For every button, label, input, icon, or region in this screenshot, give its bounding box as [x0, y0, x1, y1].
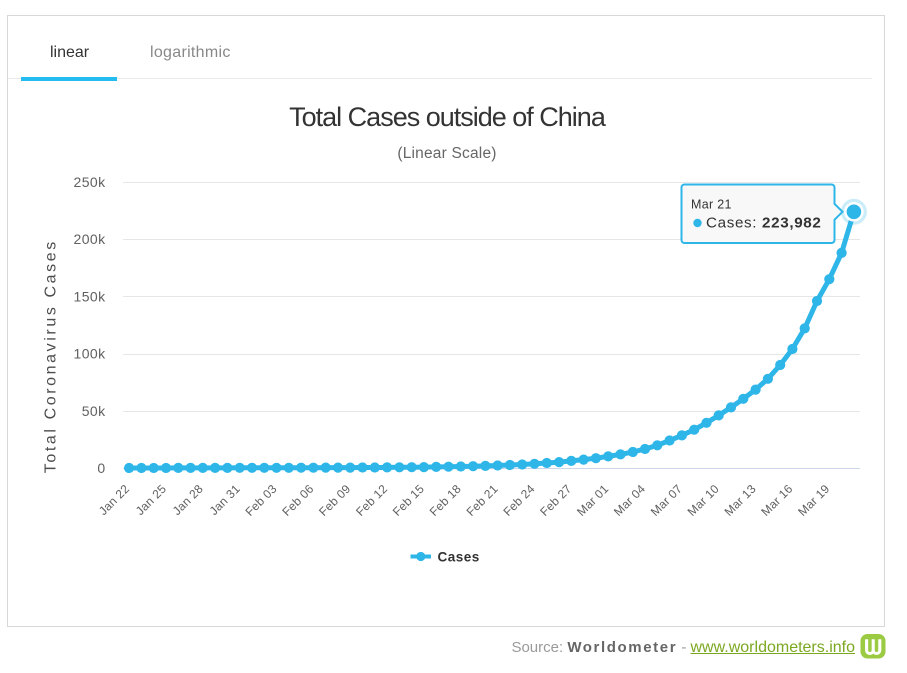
svg-text:Mar 19: Mar 19: [795, 482, 832, 519]
svg-text:Mar 07: Mar 07: [648, 482, 685, 519]
svg-text:100k: 100k: [74, 346, 107, 362]
svg-text:Mar 16: Mar 16: [758, 482, 795, 519]
svg-text:Cases: 223,982: Cases: 223,982: [706, 215, 822, 232]
svg-text:Feb 18: Feb 18: [427, 482, 464, 519]
svg-text:Mar 13: Mar 13: [722, 482, 759, 519]
svg-text:Total Coronavirus Cases: Total Coronavirus Cases: [43, 239, 60, 473]
svg-text:Mar 01: Mar 01: [574, 482, 611, 519]
svg-text:Jan 31: Jan 31: [207, 482, 243, 518]
svg-text:Cases: Cases: [438, 550, 480, 565]
svg-text:Feb 06: Feb 06: [279, 482, 316, 519]
svg-text:Total Cases outside of China: Total Cases outside of China: [289, 102, 607, 132]
svg-text:Jan 22: Jan 22: [96, 482, 132, 518]
svg-text:Feb 03: Feb 03: [242, 482, 279, 519]
svg-text:Mar 21: Mar 21: [691, 198, 732, 212]
svg-text:Feb 15: Feb 15: [390, 482, 427, 519]
svg-text:Jan 28: Jan 28: [170, 482, 206, 518]
svg-text:Feb 09: Feb 09: [316, 482, 353, 519]
svg-text:150k: 150k: [74, 288, 107, 304]
svg-text:50k: 50k: [82, 403, 106, 419]
svg-text:(Linear Scale): (Linear Scale): [397, 145, 496, 162]
svg-text:200k: 200k: [74, 231, 107, 247]
svg-text:0: 0: [97, 460, 105, 476]
svg-text:Feb 27: Feb 27: [537, 482, 574, 519]
svg-text:Feb 12: Feb 12: [353, 482, 390, 519]
svg-text:Feb 24: Feb 24: [500, 482, 537, 519]
svg-text:Mar 10: Mar 10: [685, 482, 722, 519]
svg-text:Jan 25: Jan 25: [133, 482, 169, 518]
svg-text:Mar 04: Mar 04: [611, 482, 648, 519]
svg-text:Feb 21: Feb 21: [464, 482, 501, 519]
svg-text:250k: 250k: [74, 174, 107, 190]
